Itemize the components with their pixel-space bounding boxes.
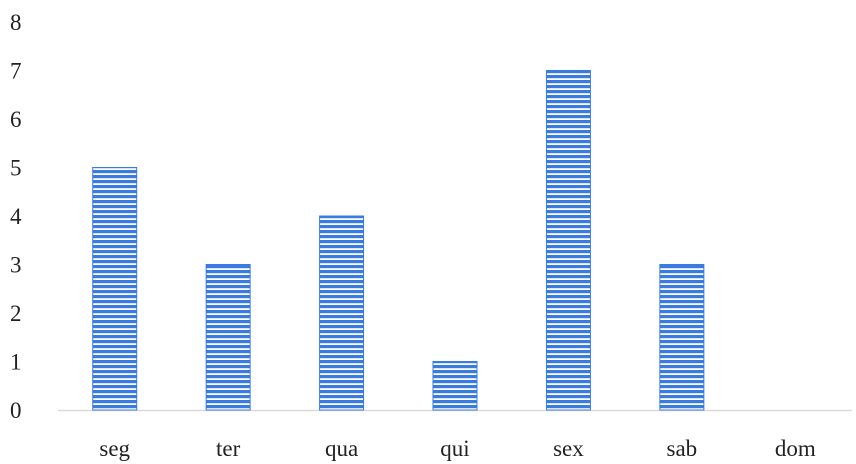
bar-sex [545, 70, 591, 411]
y-tick-label: 1 [10, 350, 22, 375]
y-axis-ticks: 0 1 2 3 4 5 6 7 8 [10, 10, 22, 423]
bar-sab [659, 264, 705, 411]
y-tick-label: 3 [10, 253, 22, 278]
y-tick-label: 4 [10, 204, 22, 229]
x-tick-label-qua: qua [325, 436, 358, 461]
y-tick-label: 7 [10, 59, 22, 84]
y-tick-label: 0 [10, 398, 22, 423]
x-tick-label-sex: sex [553, 436, 584, 461]
bar-qui [432, 361, 478, 411]
y-tick-label: 6 [10, 107, 22, 132]
bar-qua [319, 215, 365, 411]
bar-seg [92, 167, 138, 411]
y-tick-label: 2 [10, 301, 22, 326]
x-tick-label-sab: sab [667, 436, 698, 461]
y-tick-label: 5 [10, 156, 22, 181]
x-tick-label-dom: dom [775, 436, 816, 461]
bar-ter [205, 264, 251, 411]
x-tick-label-ter: ter [216, 436, 241, 461]
y-tick-label: 8 [10, 10, 22, 35]
x-tick-label-seg: seg [99, 436, 130, 461]
bars [92, 70, 705, 411]
x-axis-labels: seg ter qua qui sex sab dom [99, 436, 815, 461]
x-tick-label-qui: qui [440, 436, 469, 461]
